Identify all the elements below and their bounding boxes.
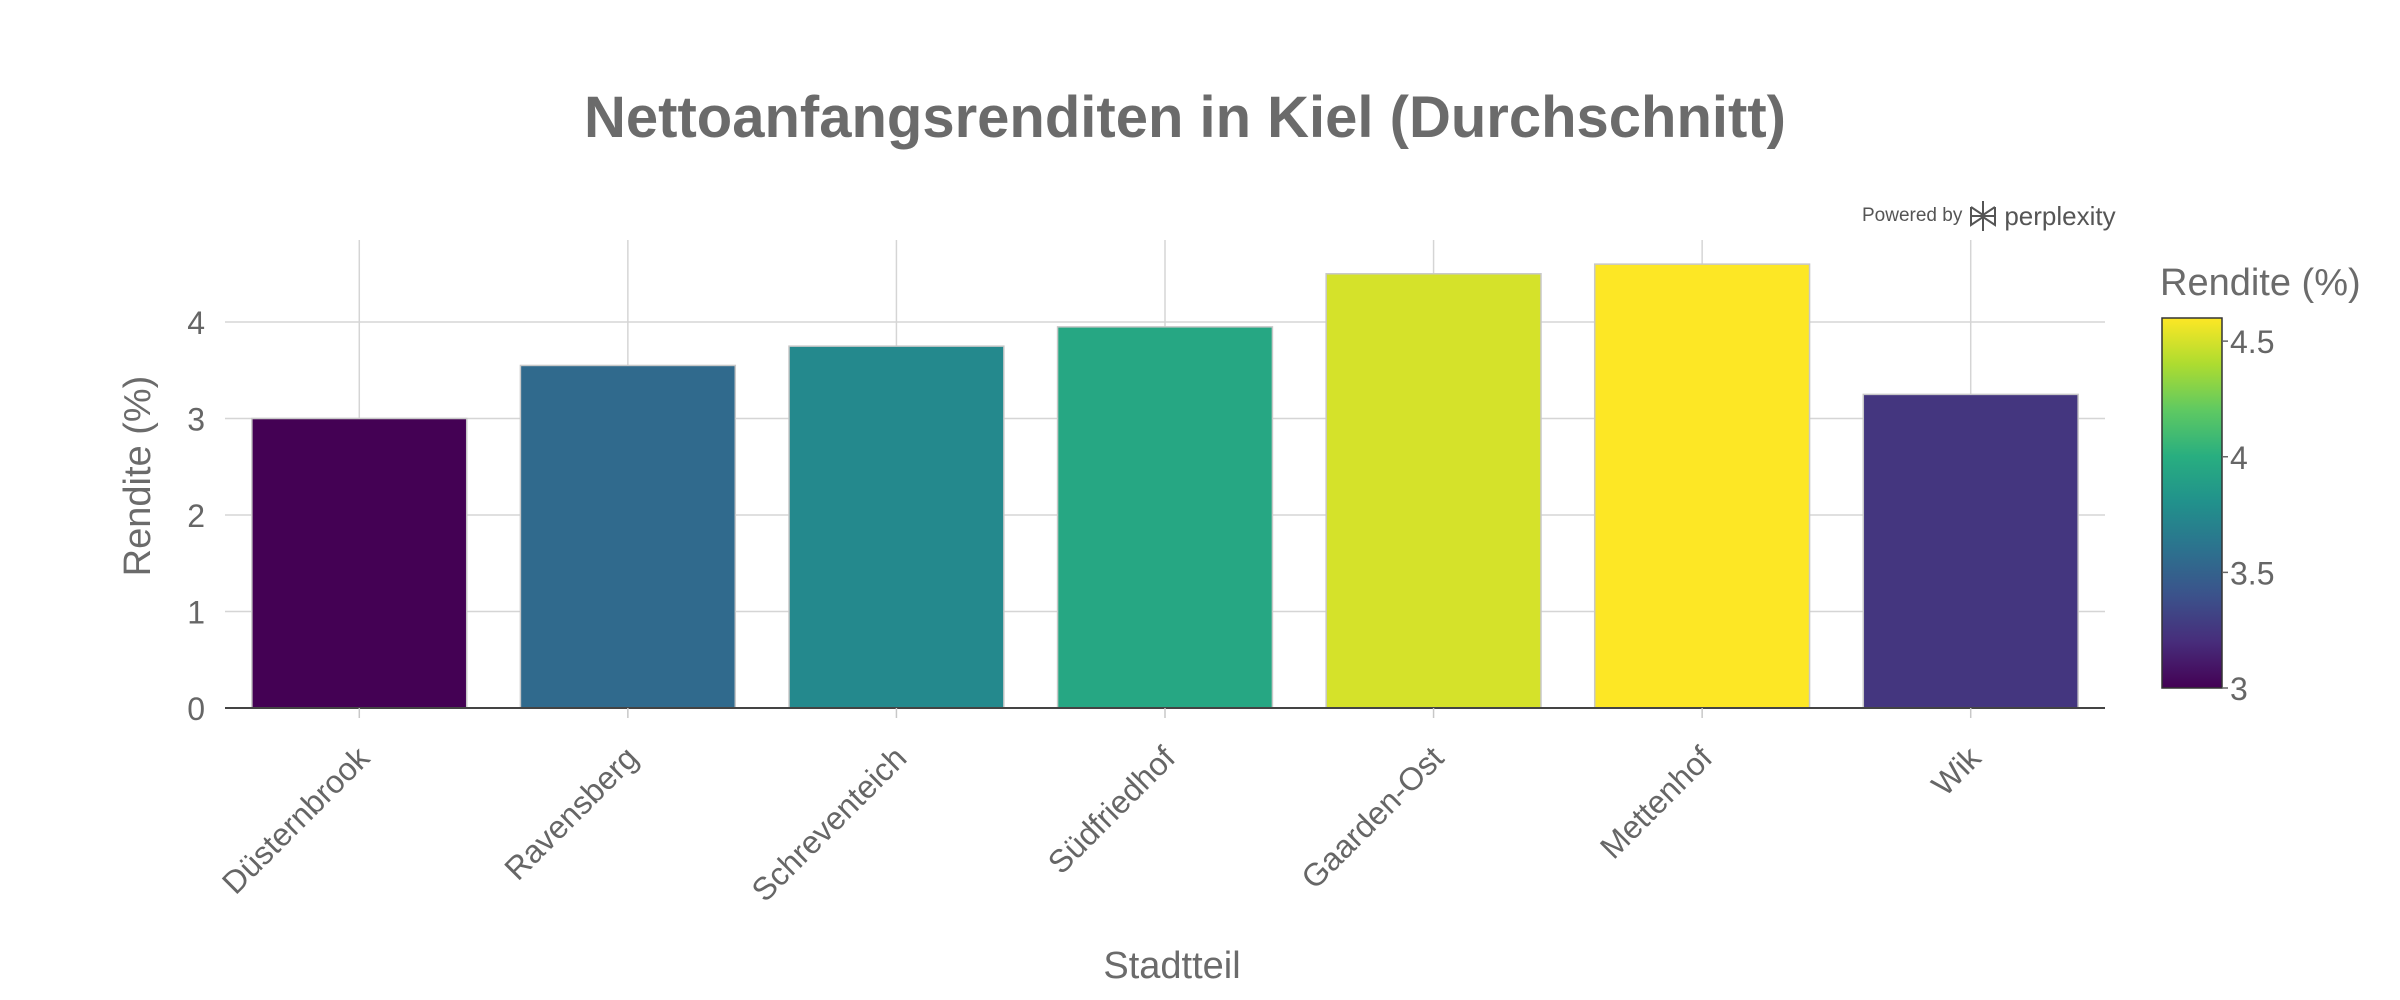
chart-title: Nettoanfangsrenditen in Kiel (Durchschni… [584,85,1786,150]
x-tick-label: Schreventeich [745,739,914,908]
colorbar-title: Rendite (%) [2160,262,2361,304]
x-tick-label: Gaarden-Ost [1294,739,1450,895]
colorbar-tick-label: 3 [2230,671,2248,707]
bars [251,263,2079,709]
x-axis-label: Stadtteil [1103,945,1240,987]
x-tick-label: Düsternbrook [215,739,377,901]
bar-wik [1862,393,2079,709]
bar-ravensberg [519,364,737,709]
x-tick-label: Südfriedhof [1041,739,1182,880]
powered-by-text: Powered by [1862,205,1963,226]
y-tick-label: 0 [187,691,205,727]
y-tick-label: 3 [187,402,205,438]
bar-südfriedhof [1056,326,1274,709]
x-tick-label: Mettenhof [1593,739,1719,865]
bar-schreventeich [788,345,1005,709]
y-axis-label: Rendite (%) [117,376,159,577]
colorbar-ticks: 3 3.5 4 4.5 [2222,324,2274,707]
x-tick-label: Wik [1925,739,1989,803]
bar-gaarden-ost [1325,273,1542,709]
colorbar-tick-label: 3.5 [2230,555,2274,591]
colorbar-tick-label: 4.5 [2230,324,2274,360]
bar-mettenhof [1593,263,1811,709]
powered-by-watermark: Powered by perplexity [1862,194,2116,238]
bar-düsternbrook [251,417,468,709]
x-axis-ticks: Düsternbrook Ravensberg Schreventeich Südfr… [215,708,1988,908]
y-axis-ticks: 0 1 2 3 4 [187,305,205,727]
perplexity-logo-icon [1970,201,1997,231]
colorbar [2161,317,2223,689]
y-tick-label: 2 [187,498,205,534]
y-tick-label: 4 [187,305,205,341]
colorbar-tick-label: 4 [2230,440,2248,476]
x-tick-label: Ravensberg [497,739,644,886]
perplexity-brand-text: perplexity [2004,200,2116,231]
y-tick-label: 1 [187,595,205,631]
